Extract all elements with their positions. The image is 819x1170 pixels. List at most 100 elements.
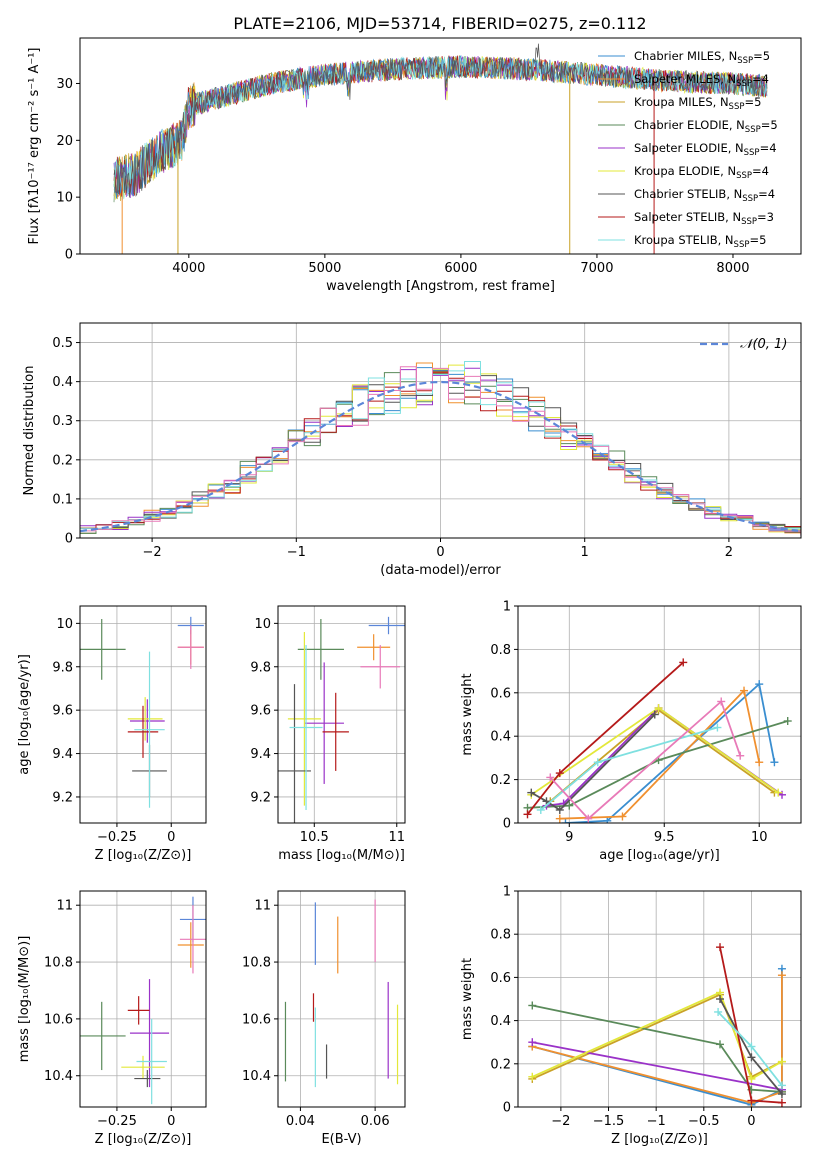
mass-weight-line: [531, 991, 783, 1081]
mass-weight-line: [527, 720, 788, 809]
legend-label-sub: SSP: [737, 56, 753, 66]
legend-label-text: Salpeter MILES, N: [634, 72, 736, 86]
y-tick-label: 0.4: [490, 1014, 511, 1029]
y-tick-label: 0.8: [490, 928, 511, 943]
x-tick-label: −1: [287, 545, 306, 560]
y-tick-label: 9.4: [52, 747, 73, 762]
axes-frame: [277, 605, 406, 824]
legend-label: Kroupa STELIB, NSSP=5: [634, 233, 766, 250]
x-tick-label: −1: [647, 1114, 666, 1129]
y-axis-label: age [log₁₀(age/yr)]: [17, 654, 32, 775]
legend-label-text: Salpeter ELODIE, N: [634, 141, 744, 155]
massweight_vs_age-chart: 9 9.5 10 0 0.2 0.4 0.6 0.8 1 age [log₁₀(age/yr)] m…: [460, 600, 802, 863]
y-axis-label: Normed distribution: [22, 366, 37, 496]
y-tick-label: 9.2: [250, 790, 271, 805]
gaussian-curve: [80, 380, 799, 533]
mass-weight-line: [530, 713, 656, 812]
y-tick-label: 10.6: [44, 1012, 73, 1027]
y-tick-label: 0: [65, 532, 73, 547]
legend-label-suffix: =4: [758, 187, 775, 201]
y-tick-label: 11: [56, 899, 73, 914]
mass-weight-line: [526, 661, 684, 815]
legend-label-sub: SSP: [744, 148, 760, 158]
x-tick-label: 11: [388, 830, 405, 845]
mass-weight-line: [532, 975, 783, 1104]
y-tick-label: 10.4: [242, 1069, 271, 1084]
x-tick-label: 0.04: [286, 1114, 315, 1129]
plot-area: [80, 616, 204, 808]
legend-label-sub: SSP: [741, 217, 757, 227]
mass_vs_ebv-chart: 0.04 0.06 10.4 10.6 10.8 11 E(B-V): [242, 890, 406, 1147]
spectrum-chart: 4000 5000 6000 7000 8000 0 10 20 30 wavelength [A…: [27, 37, 802, 294]
legend-label-text: Kroupa MILES, N: [634, 95, 729, 109]
legend-label: Salpeter MILES, NSSP=4: [634, 72, 769, 89]
plot-area: [80, 361, 801, 538]
y-tick-label: 9.8: [250, 660, 271, 675]
legend-label-suffix: =4: [760, 141, 777, 155]
y-tick-label: 0.6: [490, 971, 511, 986]
axes-frame: [79, 37, 802, 255]
y-axis-label: Flux [fλ10⁻¹⁷ erg cm⁻² s⁻¹ A⁻¹]: [27, 48, 42, 245]
y-tick-label: 0: [503, 1101, 511, 1116]
x-tick-label: −1.5: [593, 1114, 625, 1129]
legend-label-suffix: =4: [752, 72, 769, 86]
x-tick-label: 6000: [444, 261, 477, 276]
y-tick-label: 9.8: [52, 660, 73, 675]
x-axis-label: mass [log₁₀(M/M⊙)]: [278, 848, 405, 863]
y-tick-label: 0.4: [52, 375, 73, 390]
x-tick-label: 0: [167, 1114, 175, 1129]
y-tick-label: 10.8: [44, 956, 73, 971]
y-tick-label: 10.4: [44, 1069, 73, 1084]
axes-frame: [79, 322, 802, 539]
age_vs_mass-chart: 10.5 11 9.2 9.4 9.6 9.8 10 mass [log₁₀(M/M⊙)]: [250, 605, 406, 863]
axes-frame: [79, 605, 207, 824]
x-tick-label: 5000: [308, 261, 341, 276]
x-tick-label: 0: [167, 830, 175, 845]
figure-title: PLATE=2106, MJD=53714, FIBERID=0275, z=0…: [233, 14, 646, 33]
y-tick-label: 10.8: [242, 956, 271, 971]
y-tick-label: 9.4: [250, 747, 271, 762]
legend-label: Salpeter STELIB, NSSP=3: [634, 210, 774, 227]
legend-label-sub: SSP: [745, 125, 761, 135]
x-tick-label: 2: [725, 545, 733, 560]
x-tick-label: 10: [751, 830, 768, 845]
legend-label-text: Chabrier MILES, N: [634, 49, 737, 63]
legend-label-suffix: =4: [752, 164, 769, 178]
legend-label-suffix: =5: [753, 49, 770, 63]
y-axis-label: mass [log₁₀(M/M⊙)]: [17, 936, 32, 1063]
legend-label: Salpeter ELODIE, NSSP=4: [634, 141, 777, 158]
y-tick-label: 20: [56, 134, 73, 149]
x-tick-label: 4000: [172, 261, 205, 276]
axes-frame: [79, 890, 207, 1108]
axes-frame: [517, 890, 802, 1108]
x-tick-label: −0.25: [97, 1114, 137, 1129]
x-axis-label: (data-model)/error: [380, 563, 501, 578]
y-tick-label: 0: [65, 248, 73, 263]
legend-label-sub: SSP: [736, 171, 752, 181]
legend-label: Chabrier ELODIE, NSSP=5: [634, 118, 778, 135]
legend-label: Kroupa MILES, NSSP=5: [634, 95, 761, 112]
x-tick-label: 9: [565, 830, 573, 845]
x-axis-label: E(B-V): [321, 1132, 361, 1147]
legend-label-sub: SSP: [734, 240, 750, 250]
legend-label-text: Kroupa ELODIE, N: [634, 164, 736, 178]
x-axis-label: wavelength [Angstrom, rest frame]: [326, 279, 555, 294]
legend-label-sub: SSP: [736, 79, 752, 89]
legend-label-text: Chabrier STELIB, N: [634, 187, 742, 201]
x-tick-label: −0.25: [97, 830, 137, 845]
mass-weight-line: [549, 699, 742, 820]
legend-label-suffix: =3: [757, 210, 774, 224]
y-tick-label: 1: [503, 600, 511, 615]
y-tick-label: 0.1: [52, 492, 73, 507]
legend-label-sub: SSP: [729, 102, 745, 112]
legend-label-suffix: =5: [749, 233, 766, 247]
y-tick-label: 0.2: [490, 1057, 511, 1072]
y-tick-label: 0: [503, 817, 511, 832]
y-tick-label: 0.5: [52, 336, 73, 351]
axes-frame: [277, 890, 406, 1108]
x-tick-label: 1: [581, 545, 589, 560]
axes-frame: [517, 605, 802, 824]
y-tick-label: 9.6: [250, 704, 271, 719]
massweight_vs_Z-chart: −2 −1.5 −1 −0.5 0 0 0.2 0.4 0.6 0.8 1 Z [log₁₀(Z/Z⊙…: [460, 885, 802, 1147]
mass_vs_Z-chart: −0.25 0 10.4 10.6 10.8 11 Z [log₁₀(Z/Z⊙)] mass …: [17, 890, 207, 1147]
